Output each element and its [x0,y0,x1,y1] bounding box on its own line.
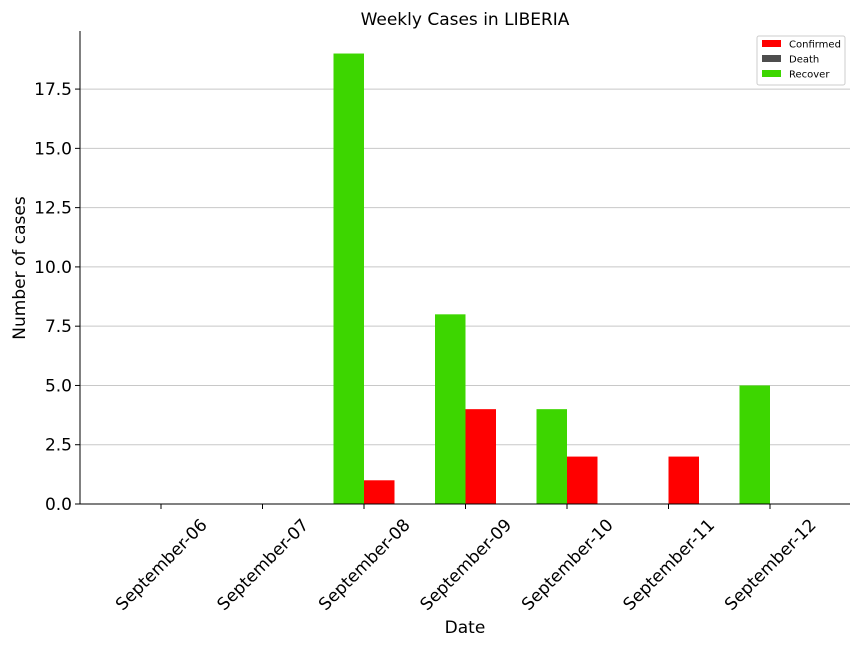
bar-confirmed [465,409,496,504]
y-tick-label: 5.0 [45,376,72,396]
x-tick-label: September-12 [721,515,820,614]
bars [333,53,770,505]
bar-confirmed [668,456,699,504]
bar-recover [739,385,770,504]
bar-confirmed [364,480,395,504]
x-ticks: September-06 September-07 September-08 Sept… [112,504,821,615]
x-axis-label: Date [445,618,486,638]
legend-swatch-recover [762,70,781,77]
legend-label-confirmed: Confirmed [789,40,841,51]
bar-recover [536,409,567,504]
y-tick-label: 10.0 [34,258,72,278]
legend-label-death: Death [789,55,819,66]
x-tick-label: September-07 [214,515,313,614]
legend-swatch-death [762,55,781,62]
x-tick-label: September-10 [518,515,617,614]
legend-label-recover: Recover [789,70,830,81]
legend-swatch-confirmed [762,40,781,47]
y-tick-label: 2.5 [45,436,72,456]
y-tick-label: 15.0 [34,139,72,159]
y-axis-label: Number of cases [10,196,30,340]
y-tick-label: 7.5 [45,317,72,337]
bar-recover [435,314,466,504]
bar-confirmed [567,456,598,504]
x-tick-label: September-08 [315,515,414,614]
x-tick-label: September-11 [620,515,719,614]
x-tick-label: September-09 [417,515,516,614]
x-tick-label: September-06 [112,515,211,614]
y-tick-label: 0.0 [45,495,72,515]
legend: Confirmed Death Recover [756,35,846,86]
bar-recover [333,53,364,505]
chart-title: Weekly Cases in LIBERIA [361,10,570,30]
y-ticks: 0.0 2.5 5.0 7.5 10.0 12.5 15.0 17.5 [34,80,80,515]
y-tick-label: 12.5 [34,199,72,219]
y-tick-label: 17.5 [34,80,72,100]
